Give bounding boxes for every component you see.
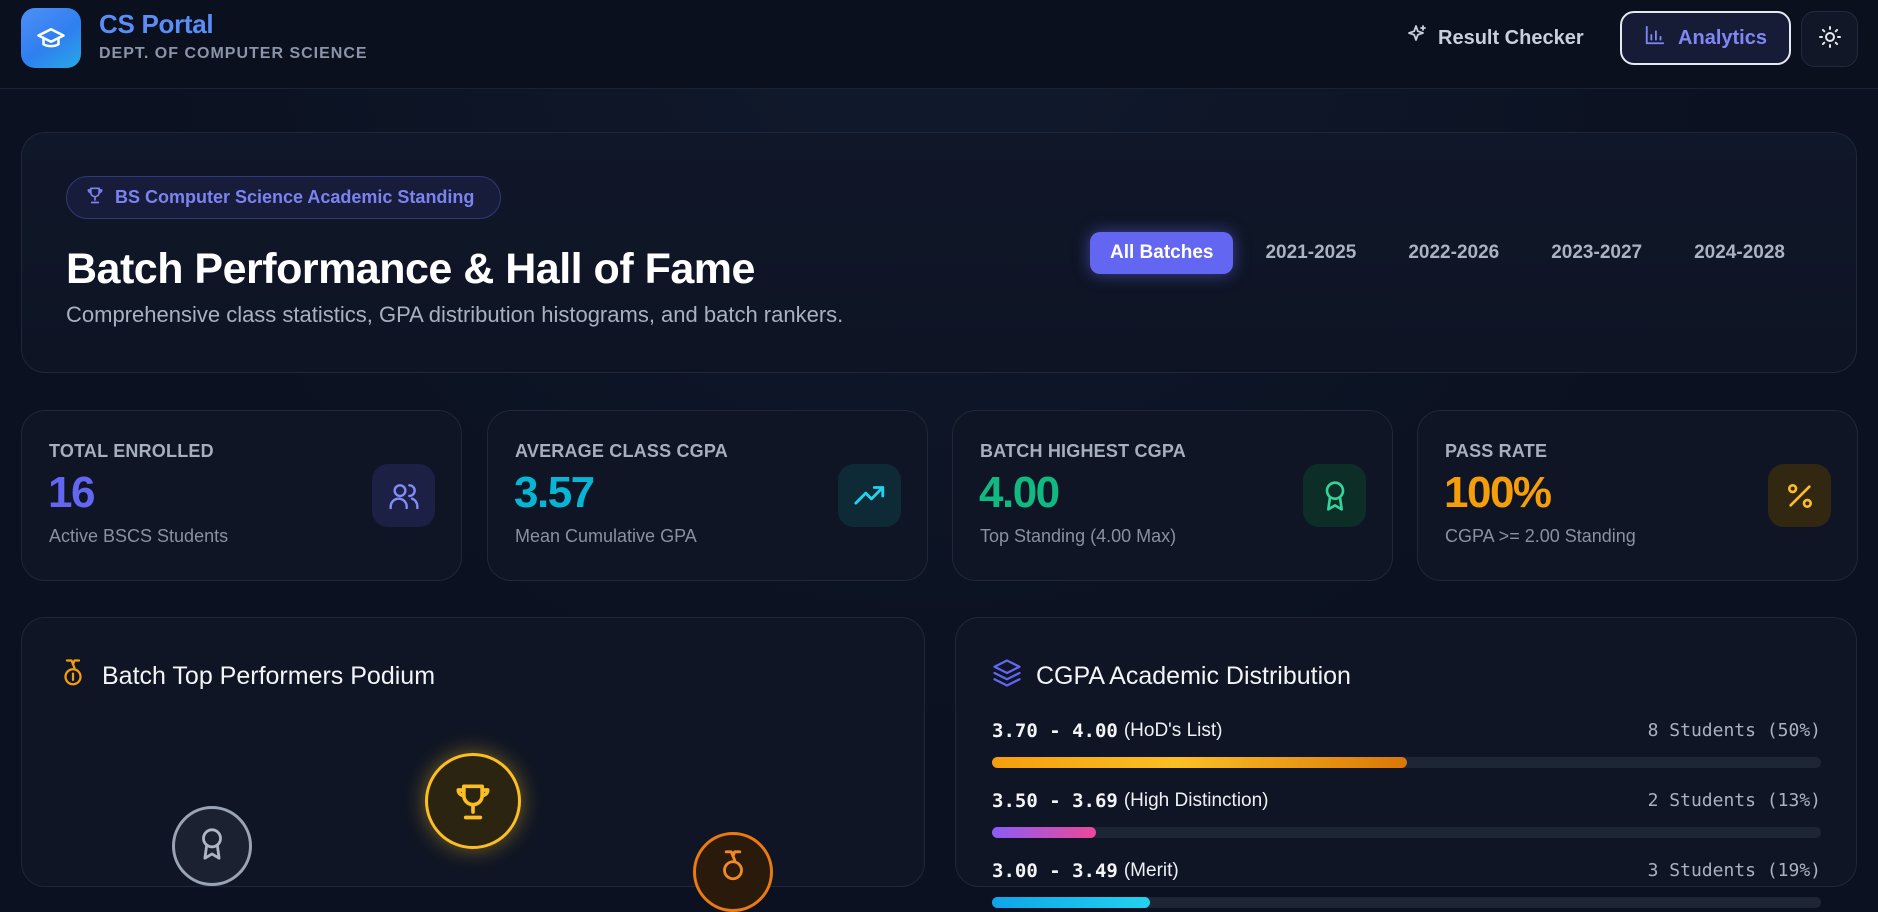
distribution-row: 3.70 - 4.00 (HoD's List) 8 Students (50%… — [992, 718, 1821, 768]
percent-icon — [1768, 464, 1831, 527]
distribution-track — [992, 897, 1821, 908]
distribution-range: 3.50 - 3.69 — [992, 790, 1118, 812]
trending-up-icon — [838, 464, 901, 527]
trophy-icon — [85, 185, 105, 210]
academic-standing-badge: BS Computer Science Academic Standing — [66, 176, 501, 219]
distribution-range: 3.70 - 4.00 — [992, 720, 1118, 742]
podium-title: Batch Top Performers Podium — [58, 658, 435, 695]
users-icon — [372, 464, 435, 527]
tab-batch-2023-2027[interactable]: 2023-2027 — [1551, 242, 1643, 263]
podium-panel: Batch Top Performers Podium — [21, 617, 925, 912]
award-icon — [1303, 464, 1366, 527]
stat-label: BATCH HIGHEST CGPA — [980, 441, 1186, 461]
stat-card-highest-cgpa: BATCH HIGHEST CGPA 4.00 Top Standing (4.… — [952, 410, 1393, 581]
page-subtitle: Comprehensive class statistics, GPA dist… — [66, 302, 844, 327]
stat-label: TOTAL ENROLLED — [49, 441, 214, 461]
top-bar: CS Portal DEPT. OF COMPUTER SCIENCE Resu… — [0, 0, 1878, 89]
distribution-label: (High Distinction) — [1123, 790, 1269, 811]
distribution-count: 2 Students (13%) — [1647, 790, 1821, 811]
page-title: Batch Performance & Hall of Fame — [66, 245, 755, 293]
stat-value: 100% — [1444, 468, 1552, 517]
distribution-title: CGPA Academic Distribution — [992, 658, 1351, 695]
stat-label: PASS RATE — [1445, 441, 1548, 461]
stat-value: 16 — [48, 468, 95, 517]
bar-chart-icon — [1644, 24, 1666, 52]
distribution-title-label: CGPA Academic Distribution — [1036, 662, 1351, 690]
distribution-range: 3.00 - 3.49 — [992, 860, 1118, 882]
distribution-bar — [992, 757, 1407, 768]
stat-note: Active BSCS Students — [49, 526, 229, 546]
stat-label: AVERAGE CLASS CGPA — [515, 441, 728, 461]
distribution-count: 3 Students (19%) — [1647, 860, 1821, 881]
theme-toggle-button[interactable] — [1801, 11, 1858, 67]
distribution-bar — [992, 827, 1096, 838]
analytics-tab[interactable]: Analytics — [1620, 11, 1791, 65]
tab-all-batches[interactable]: All Batches — [1090, 232, 1234, 274]
gold-trophy-icon[interactable] — [425, 753, 521, 849]
distribution-row: 3.50 - 3.69 (High Distinction) 2 Student… — [992, 788, 1821, 838]
stat-value: 4.00 — [979, 468, 1060, 517]
stat-note: Top Standing (4.00 Max) — [980, 526, 1177, 546]
layers-icon — [992, 658, 1022, 695]
brand-subtitle: DEPT. OF COMPUTER SCIENCE — [99, 45, 368, 62]
graduation-cap-logo-icon[interactable] — [21, 8, 81, 68]
sun-icon — [1818, 25, 1842, 54]
cgpa-distribution-panel: CGPA Academic Distribution 3.70 - 4.00 (… — [955, 617, 1857, 908]
bronze-medal-icon[interactable] — [693, 832, 773, 912]
result-checker-link[interactable]: Result Checker — [1404, 24, 1584, 52]
podium-title-label: Batch Top Performers Podium — [102, 662, 436, 690]
tab-batch-2022-2026[interactable]: 2022-2026 — [1408, 242, 1500, 263]
hero-panel: BS Computer Science Academic Standing Ba… — [21, 132, 1857, 373]
distribution-bar — [992, 897, 1150, 908]
batch-filter-tabs: All Batches 2021-2025 2022-2026 2023-202… — [1090, 232, 1817, 274]
distribution-label: (HoD's List) — [1123, 720, 1223, 741]
distribution-track — [992, 757, 1821, 768]
result-checker-label: Result Checker — [1438, 26, 1584, 49]
stat-card-pass-rate: PASS RATE 100% CGPA >= 2.00 Standing — [1417, 410, 1858, 581]
tab-batch-2021-2025[interactable]: 2021-2025 — [1265, 242, 1357, 263]
distribution-track — [992, 827, 1821, 838]
stat-note: Mean Cumulative GPA — [515, 526, 697, 546]
distribution-count: 8 Students (50%) — [1647, 720, 1821, 741]
silver-ribbon-icon[interactable] — [172, 806, 252, 886]
stat-card-average-cgpa: AVERAGE CLASS CGPA 3.57 Mean Cumulative … — [487, 410, 928, 581]
sparkles-icon — [1404, 23, 1428, 53]
medal-icon — [58, 658, 88, 695]
stat-card-total-enrolled: TOTAL ENROLLED 16 Active BSCS Students — [21, 410, 462, 581]
analytics-label: Analytics — [1678, 26, 1767, 49]
tab-batch-2024-2028[interactable]: 2024-2028 — [1694, 242, 1785, 263]
stat-value: 3.57 — [514, 468, 595, 517]
stat-note: CGPA >= 2.00 Standing — [1445, 526, 1636, 546]
distribution-row: 3.00 - 3.49 (Merit) 3 Students (19%) — [992, 858, 1821, 908]
distribution-label: (Merit) — [1123, 860, 1179, 881]
brand-name[interactable]: CS Portal — [99, 9, 214, 39]
academic-standing-label: BS Computer Science Academic Standing — [115, 187, 475, 207]
